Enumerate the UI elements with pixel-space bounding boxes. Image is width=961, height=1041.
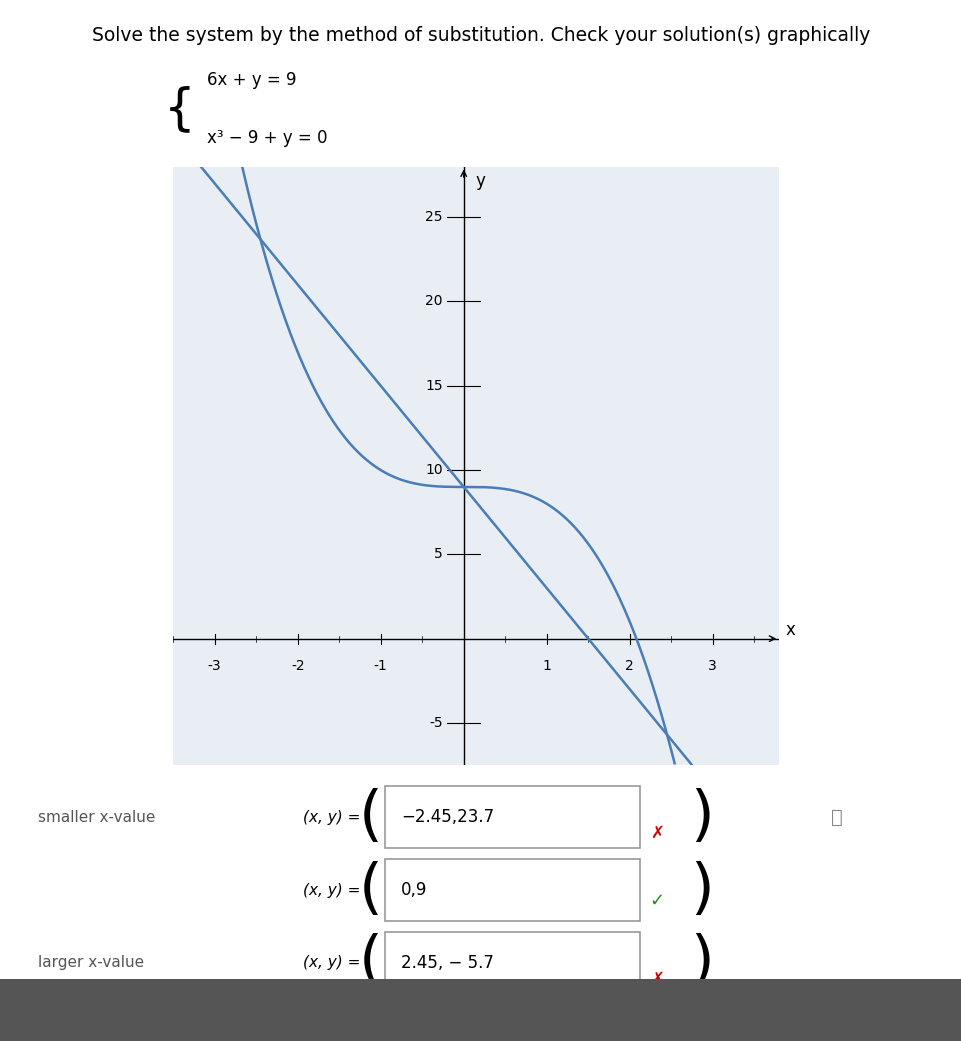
Text: 20: 20 xyxy=(425,295,442,308)
Text: −2.45,23.7: −2.45,23.7 xyxy=(401,808,494,827)
Text: 2: 2 xyxy=(625,659,633,672)
Text: 0,9: 0,9 xyxy=(401,881,427,899)
Text: ): ) xyxy=(690,788,713,846)
Text: ✗: ✗ xyxy=(650,969,663,988)
Text: 6x + y = 9: 6x + y = 9 xyxy=(207,71,296,90)
Text: ✓: ✓ xyxy=(649,891,664,910)
Text: (x, y) =: (x, y) = xyxy=(303,810,365,824)
Text: x: x xyxy=(785,621,795,639)
Text: Solve the system by the method of substitution. Check your solution(s) graphical: Solve the system by the method of substi… xyxy=(91,26,870,45)
Text: 10: 10 xyxy=(425,463,442,477)
Text: y: y xyxy=(475,172,484,189)
Text: 5: 5 xyxy=(433,548,442,561)
Text: 1: 1 xyxy=(542,659,551,672)
Text: -3: -3 xyxy=(208,659,221,672)
FancyBboxPatch shape xyxy=(384,786,639,848)
Text: (x, y) =: (x, y) = xyxy=(303,883,365,897)
Text: (: ( xyxy=(358,788,382,846)
Text: -1: -1 xyxy=(374,659,387,672)
Text: -2: -2 xyxy=(290,659,305,672)
Text: (: ( xyxy=(358,861,382,919)
Text: smaller x-value: smaller x-value xyxy=(38,810,156,824)
FancyBboxPatch shape xyxy=(0,0,961,979)
Text: -5: -5 xyxy=(429,716,442,730)
Text: ): ) xyxy=(690,861,713,919)
Text: larger x-value: larger x-value xyxy=(38,956,144,970)
Text: 15: 15 xyxy=(425,379,442,392)
Text: 25: 25 xyxy=(425,210,442,224)
Text: ✗: ✗ xyxy=(650,823,663,842)
Text: x³ − 9 + y = 0: x³ − 9 + y = 0 xyxy=(207,129,327,148)
Text: 3: 3 xyxy=(707,659,717,672)
FancyBboxPatch shape xyxy=(384,859,639,921)
FancyBboxPatch shape xyxy=(384,932,639,994)
Text: {: { xyxy=(163,85,195,133)
Text: (x, y) =: (x, y) = xyxy=(303,956,365,970)
Text: ⓘ: ⓘ xyxy=(830,808,842,827)
Text: ): ) xyxy=(690,934,713,992)
FancyBboxPatch shape xyxy=(0,979,961,1041)
Text: 2.45, − 5.7: 2.45, − 5.7 xyxy=(401,954,494,972)
Text: (: ( xyxy=(358,934,382,992)
